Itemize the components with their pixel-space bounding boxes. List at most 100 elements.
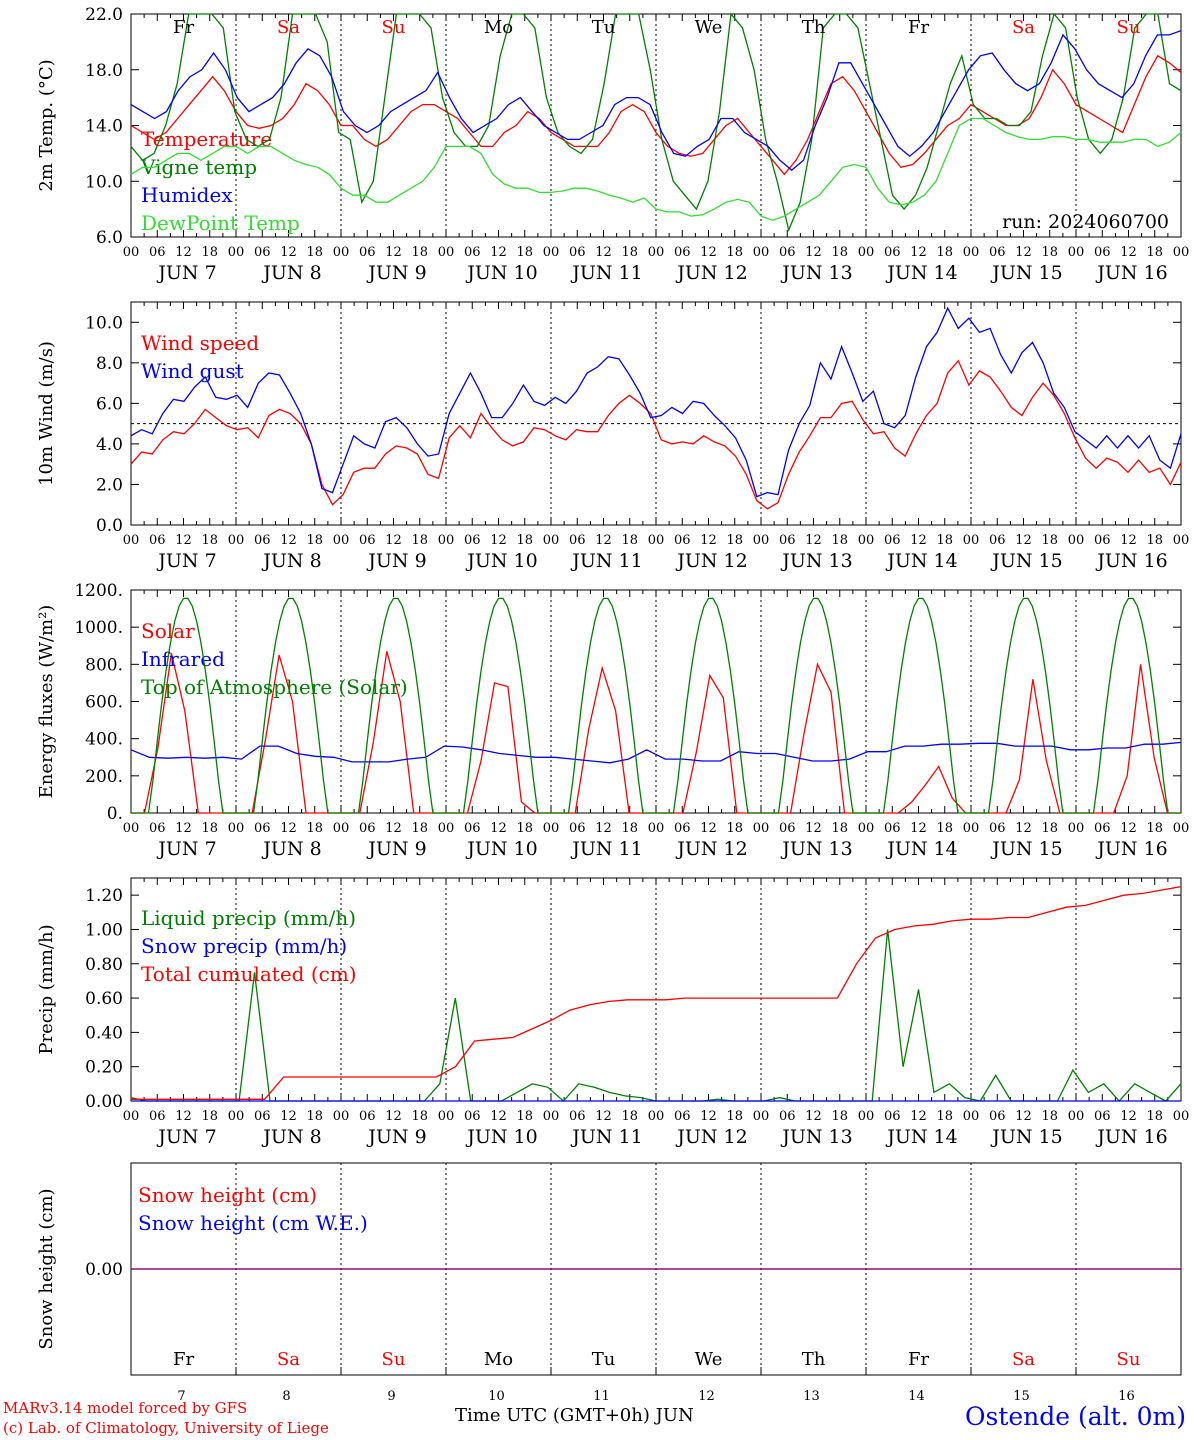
hour-tick-label: 00: [753, 1109, 770, 1124]
hour-tick-label: 00: [648, 245, 665, 260]
hour-tick-label: 06: [1094, 821, 1111, 836]
y-tick-label: 1.00: [85, 920, 123, 940]
hour-tick-label: 12: [1015, 821, 1032, 836]
hour-tick-label: 12: [595, 1109, 612, 1124]
hour-tick-label: 18: [936, 245, 953, 260]
y-tick-label: 0.60: [85, 989, 123, 1009]
hour-tick-label: 00: [543, 533, 560, 548]
hour-tick-label: 12: [700, 245, 717, 260]
date-label: JUN 10: [465, 262, 537, 284]
y-axis-label: Snow height (cm): [36, 1188, 57, 1349]
hour-tick-label: 18: [831, 821, 848, 836]
y-tick-label: 2.0: [96, 475, 123, 495]
hour-tick-label: 00: [123, 821, 140, 836]
hour-tick-label: 12: [385, 821, 402, 836]
series-line-wind-gust: [130, 306, 1182, 498]
hour-tick-label: 00: [543, 821, 560, 836]
hour-tick-label: 00: [228, 821, 245, 836]
y-tick-label: 10.0: [85, 313, 123, 333]
hour-tick-label: 12: [805, 1109, 822, 1124]
y-tick-label: 4.0: [96, 435, 123, 455]
series-line-humidex: [130, 30, 1182, 171]
date-label: JUN 7: [156, 838, 216, 860]
hour-tick-label: 18: [1041, 533, 1058, 548]
legend-liquid-precip-mm-h-: Liquid precip (mm/h): [141, 906, 356, 930]
hour-tick-label: 18: [306, 1109, 323, 1124]
hour-tick-label: 12: [280, 821, 297, 836]
hour-tick-label: 18: [726, 821, 743, 836]
hour-tick-label: 18: [201, 245, 218, 260]
hour-tick-label: 18: [516, 533, 533, 548]
hour-tick-label: 12: [805, 533, 822, 548]
date-label: JUN 16: [1095, 838, 1167, 860]
hour-tick-label: 18: [1146, 1109, 1163, 1124]
hour-tick-label: 06: [464, 533, 481, 548]
hour-tick-label: 00: [963, 821, 980, 836]
hour-tick-label: 06: [569, 245, 586, 260]
hour-tick-label: 18: [516, 245, 533, 260]
date-label: JUN 8: [261, 838, 321, 860]
hour-tick-label: 06: [149, 533, 166, 548]
day-number-label: 14: [908, 1389, 925, 1404]
day-name-label: Mo: [484, 17, 513, 38]
hour-tick-label: 06: [359, 821, 376, 836]
hour-tick-label: 18: [516, 821, 533, 836]
hour-tick-label: 12: [280, 1109, 297, 1124]
date-label: JUN 14: [885, 838, 957, 860]
hour-tick-label: 18: [621, 245, 638, 260]
hour-tick-label: 00: [543, 245, 560, 260]
hour-tick-label: 12: [700, 533, 717, 548]
hour-tick-label: 12: [910, 821, 927, 836]
day-number-label: 8: [282, 1389, 290, 1404]
y-tick-label: 800.: [85, 655, 123, 675]
hour-tick-label: 12: [490, 245, 507, 260]
hour-tick-label: 00: [1068, 1109, 1085, 1124]
y-tick-label: 0.20: [85, 1058, 123, 1078]
date-label: JUN 16: [1095, 550, 1167, 572]
hour-tick-label: 12: [1120, 533, 1137, 548]
date-label: JUN 11: [570, 550, 642, 572]
date-label: JUN 7: [156, 262, 216, 284]
hour-tick-label: 06: [884, 1109, 901, 1124]
legend-snow-precip-mm-h-: Snow precip (mm/h): [141, 934, 347, 958]
station-name: Ostende (alt. 0m): [965, 1402, 1186, 1431]
date-label: JUN 12: [675, 550, 747, 572]
hour-tick-label: 18: [936, 821, 953, 836]
hour-tick-label: 18: [201, 533, 218, 548]
day-name-label: Su: [1117, 1349, 1141, 1370]
hour-tick-label: 06: [254, 533, 271, 548]
day-name-label: Su: [1117, 17, 1141, 38]
hour-tick-label: 18: [621, 821, 638, 836]
hour-tick-label: 06: [149, 1109, 166, 1124]
day-name-label: Tu: [592, 1349, 616, 1370]
hour-tick-label: 18: [621, 1109, 638, 1124]
hour-tick-label: 18: [411, 821, 428, 836]
hour-tick-label: 06: [359, 245, 376, 260]
hour-tick-label: 00: [858, 821, 875, 836]
hour-tick-label: 18: [411, 533, 428, 548]
hour-tick-label: 06: [674, 533, 691, 548]
hour-tick-label: 06: [989, 245, 1006, 260]
hour-tick-label: 18: [1146, 245, 1163, 260]
hour-tick-label: 12: [490, 533, 507, 548]
hour-tick-label: 12: [1015, 1109, 1032, 1124]
hour-tick-label: 06: [464, 821, 481, 836]
hour-tick-label: 18: [621, 533, 638, 548]
date-label: JUN 13: [780, 262, 852, 284]
hour-tick-label: 18: [1041, 1109, 1058, 1124]
legend-top-of-atmosphere-solar-: Top of Atmosphere (Solar): [141, 675, 408, 699]
hour-tick-label: 00: [333, 821, 350, 836]
hour-tick-label: 00: [123, 533, 140, 548]
hour-tick-label: 12: [1120, 821, 1137, 836]
date-label: JUN 15: [990, 1126, 1062, 1148]
series-line-temperature: [130, 54, 1182, 176]
hour-tick-label: 06: [359, 1109, 376, 1124]
hour-tick-label: 12: [385, 1109, 402, 1124]
date-label: JUN 12: [675, 1126, 747, 1148]
legend-humidex: Humidex: [141, 183, 233, 207]
hour-tick-label: 18: [306, 533, 323, 548]
hour-tick-label: 00: [438, 821, 455, 836]
y-tick-label: 22.0: [85, 5, 123, 25]
hour-tick-label: 12: [1120, 1109, 1137, 1124]
